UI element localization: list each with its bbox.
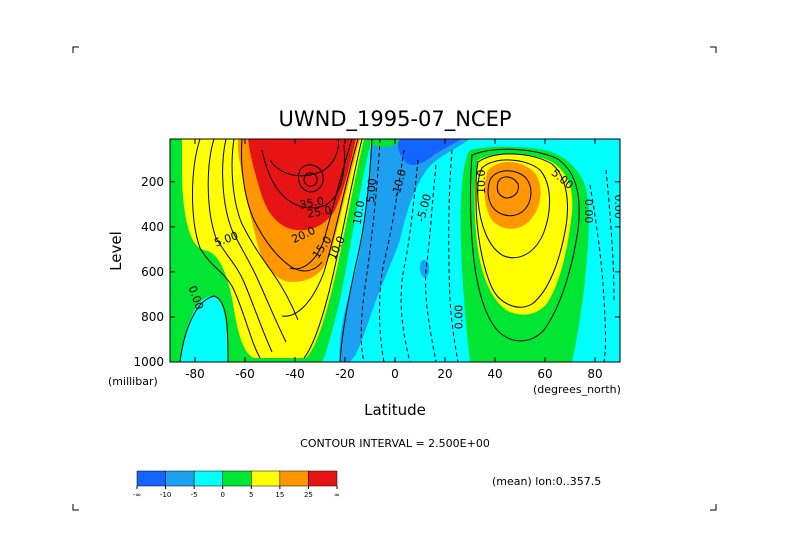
- fill-region-blue-equator: [339, 139, 470, 362]
- colorbar: -∞ -10 -5 0 5 15 25 ∞: [133, 470, 340, 499]
- y-axis-title: Level: [107, 231, 125, 271]
- colorbar-label: 0: [220, 491, 224, 499]
- x-tick-label: 60: [537, 367, 552, 381]
- colorbar-swatch: [308, 470, 338, 487]
- y-axis: 200 400 600 800 1000: [133, 175, 620, 369]
- colorbar-label: 25: [304, 491, 313, 499]
- colorbar-swatch: [136, 470, 166, 487]
- contour-label: 35.0: [299, 195, 325, 212]
- x-tick-label: -20: [335, 367, 355, 381]
- y-tick-label: 600: [141, 265, 164, 279]
- x-tick-label: 20: [437, 367, 452, 381]
- colorbar-label: -∞: [133, 491, 141, 499]
- averaging-text: (mean) lon:0..357.5: [492, 475, 601, 488]
- x-tick-label: -80: [185, 367, 205, 381]
- x-axis-units: (degrees_north): [533, 383, 621, 396]
- x-tick-label: -60: [235, 367, 255, 381]
- chart-title: UWND_1995-07_NCEP: [278, 107, 511, 132]
- colorbar-label: -5: [191, 491, 198, 499]
- colorbar-label: 5: [249, 491, 253, 499]
- y-tick-label: 800: [141, 310, 164, 324]
- colorbar-swatch: [279, 470, 309, 487]
- x-axis: -80 -60 -40 -20 0 20 40 60 80: [185, 139, 603, 381]
- x-axis-title: Latitude: [364, 401, 426, 419]
- contour-lines-dashed: [360, 139, 615, 362]
- colorbar-label: -10: [160, 491, 171, 499]
- fill-region-darkblue-top: [397, 139, 462, 166]
- colorbar-label: 15: [275, 491, 284, 499]
- y-tick-label: 400: [141, 220, 164, 234]
- contour-label: 0.00: [612, 194, 625, 219]
- contour-lines: [179, 139, 580, 362]
- x-tick-label: 0: [391, 367, 399, 381]
- x-tick-label: 80: [587, 367, 602, 381]
- contour-label: 10.0: [475, 170, 488, 195]
- fill-region-green-top: [366, 139, 400, 147]
- contour-label: 0.00: [453, 305, 466, 330]
- y-tick-label: 200: [141, 175, 164, 189]
- x-tick-label: -40: [285, 367, 305, 381]
- contour-interval-text: CONTOUR INTERVAL = 2.500E+00: [300, 437, 490, 450]
- colorbar-label: ∞: [334, 491, 340, 499]
- x-tick-label: 40: [487, 367, 502, 381]
- fill-region-red-core: [248, 139, 356, 231]
- y-axis-units: (millibar): [108, 375, 158, 388]
- contour-label: 5.00: [364, 178, 379, 204]
- colorbar-swatch: [165, 470, 195, 487]
- y-tick-label: 1000: [133, 355, 164, 369]
- page-corner-marks: [72, 46, 717, 511]
- colorbar-swatch: [251, 470, 281, 487]
- colorbar-swatch: [193, 470, 223, 487]
- contour-label: 10.0: [351, 200, 368, 226]
- contour-label: 25.0: [306, 204, 332, 221]
- colorbar-swatch: [222, 470, 252, 487]
- contour-label: 0.00: [582, 199, 595, 224]
